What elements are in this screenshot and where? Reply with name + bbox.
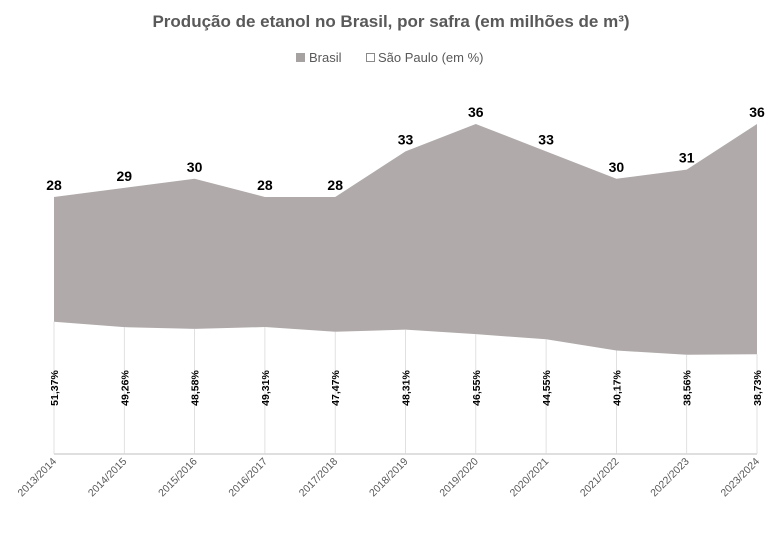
legend-swatch-brasil <box>296 53 305 62</box>
brasil-value-label: 28 <box>46 177 62 193</box>
x-tick-label: 2023/2024 <box>719 456 763 500</box>
brasil-value-label: 33 <box>538 131 554 147</box>
x-tick-label: 2016/2017 <box>226 456 270 500</box>
brasil-value-label: 31 <box>679 150 695 166</box>
brasil-value-label: 36 <box>468 104 484 120</box>
sao-paulo-value-label: 47,47% <box>330 370 342 406</box>
brasil-value-label: 30 <box>187 159 203 175</box>
brasil-value-label: 30 <box>609 159 625 175</box>
sao-paulo-value-label: 49,31% <box>260 370 272 406</box>
x-tick-label: 2020/2021 <box>508 456 552 500</box>
legend-label-sao-paulo: São Paulo (em %) <box>378 50 484 65</box>
sao-paulo-value-label: 48,31% <box>401 370 413 406</box>
sao-paulo-value-label: 40,17% <box>611 370 623 406</box>
legend-swatch-sao-paulo <box>366 53 375 62</box>
sao-paulo-value-label: 51,37% <box>49 370 61 406</box>
chart-title: Produção de etanol no Brasil, por safra … <box>152 12 629 31</box>
legend-label-brasil: Brasil <box>309 50 342 65</box>
plot-area: 28 29 30 28 28 33 36 33 30 31 36 51,37% 49,26% 48,58%… <box>16 104 765 499</box>
brasil-value-label: 36 <box>749 104 765 120</box>
x-tick-label: 2013/2014 <box>16 456 60 500</box>
x-tick-label: 2014/2015 <box>86 456 130 500</box>
sao-paulo-value-label: 38,56% <box>682 370 694 406</box>
brasil-value-label: 28 <box>257 177 273 193</box>
sao-paulo-value-label: 44,55% <box>541 370 553 406</box>
sao-paulo-value-label: 48,58% <box>190 370 202 406</box>
x-tick-label: 2018/2019 <box>367 456 411 500</box>
legend: Brasil São Paulo (em %) <box>296 50 484 65</box>
x-tick-label: 2017/2018 <box>297 456 341 500</box>
brasil-value-label: 28 <box>327 177 343 193</box>
x-tick-label: 2021/2022 <box>578 456 622 500</box>
x-tick-label: 2019/2020 <box>437 456 481 500</box>
sao-paulo-value-label: 46,55% <box>471 370 483 406</box>
sao-paulo-value-label: 38,73% <box>752 370 764 406</box>
sao-paulo-value-label: 49,26% <box>119 370 131 406</box>
brasil-value-label: 33 <box>398 131 414 147</box>
x-tick-label: 2022/2023 <box>648 456 692 500</box>
x-tick-label: 2015/2016 <box>156 456 200 500</box>
brasil-value-label: 29 <box>117 168 133 184</box>
